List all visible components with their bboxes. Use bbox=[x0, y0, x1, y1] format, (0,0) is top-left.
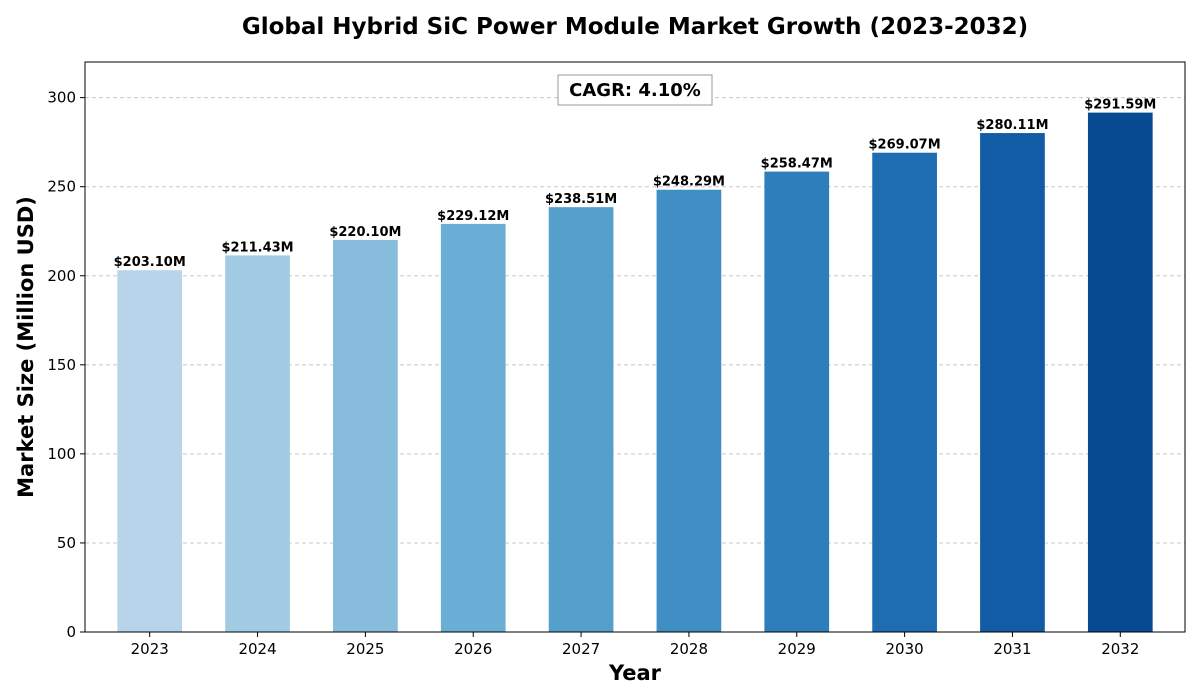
y-tick-label: 250 bbox=[47, 178, 76, 196]
bar-value-label: $238.51M bbox=[545, 192, 617, 207]
bar-value-label: $269.07M bbox=[869, 138, 941, 153]
x-tick-label: 2028 bbox=[670, 640, 708, 658]
x-axis-ticks: 2023 2024 2025 2026 2027 2028 2029 2030 2031 2032 bbox=[131, 632, 1139, 658]
x-tick-label: 2030 bbox=[886, 640, 924, 658]
x-tick-label: 2032 bbox=[1101, 640, 1139, 658]
bar-2031 bbox=[980, 133, 1045, 632]
bar-2027 bbox=[548, 207, 614, 633]
y-tick-label: 150 bbox=[47, 356, 76, 374]
cagr-annotation-box bbox=[557, 74, 713, 106]
data-labels: $203.10M $211.43M $220.10M $229.12M $238.51M… bbox=[114, 98, 1157, 271]
bar-value-label: $229.12M bbox=[437, 209, 509, 224]
y-tick-label: 50 bbox=[57, 534, 76, 552]
bars bbox=[117, 112, 1153, 633]
bar-2025 bbox=[333, 239, 398, 632]
y-tick-label: 0 bbox=[66, 623, 76, 641]
bar-2029 bbox=[764, 171, 830, 632]
y-tick-label: 200 bbox=[47, 267, 76, 285]
x-tick-label: 2029 bbox=[778, 640, 816, 658]
bar-2028 bbox=[656, 189, 722, 632]
bar-value-label: $203.10M bbox=[114, 255, 186, 270]
bar-value-label: $211.43M bbox=[221, 240, 293, 255]
y-tick-label: 300 bbox=[47, 89, 76, 107]
plot-frame bbox=[84, 61, 1186, 633]
cagr-annotation: CAGR: 4.10% bbox=[557, 74, 713, 106]
x-tick-label: 2023 bbox=[131, 640, 169, 658]
bar-2032 bbox=[1087, 112, 1153, 632]
bar-2026 bbox=[440, 223, 506, 632]
y-tick-label: 100 bbox=[47, 445, 76, 463]
x-tick-label: 2024 bbox=[238, 640, 276, 658]
bar-2023 bbox=[117, 270, 183, 632]
bar-value-label: $258.47M bbox=[761, 157, 833, 172]
y-axis-ticks: 0 50 100 150 200 250 300 bbox=[47, 89, 85, 641]
x-tick-label: 2025 bbox=[346, 640, 384, 658]
x-tick-label: 2026 bbox=[454, 640, 492, 658]
x-axis-label: Year bbox=[608, 661, 662, 685]
bar-value-label: $291.59M bbox=[1084, 98, 1156, 113]
bar-value-label: $248.29M bbox=[653, 175, 725, 190]
bar-value-label: $220.10M bbox=[329, 225, 401, 240]
bar-2030 bbox=[872, 152, 937, 632]
y-axis-label: Market Size (Million USD) bbox=[14, 196, 38, 498]
bar-2024 bbox=[225, 255, 290, 632]
x-tick-label: 2031 bbox=[993, 640, 1031, 658]
cagr-annotation-text: CAGR: 4.10% bbox=[569, 80, 701, 101]
x-tick-label: 2027 bbox=[562, 640, 600, 658]
bar-value-label: $280.11M bbox=[976, 118, 1048, 133]
chart-title: Global Hybrid SiC Power Module Market Gr… bbox=[242, 14, 1028, 40]
